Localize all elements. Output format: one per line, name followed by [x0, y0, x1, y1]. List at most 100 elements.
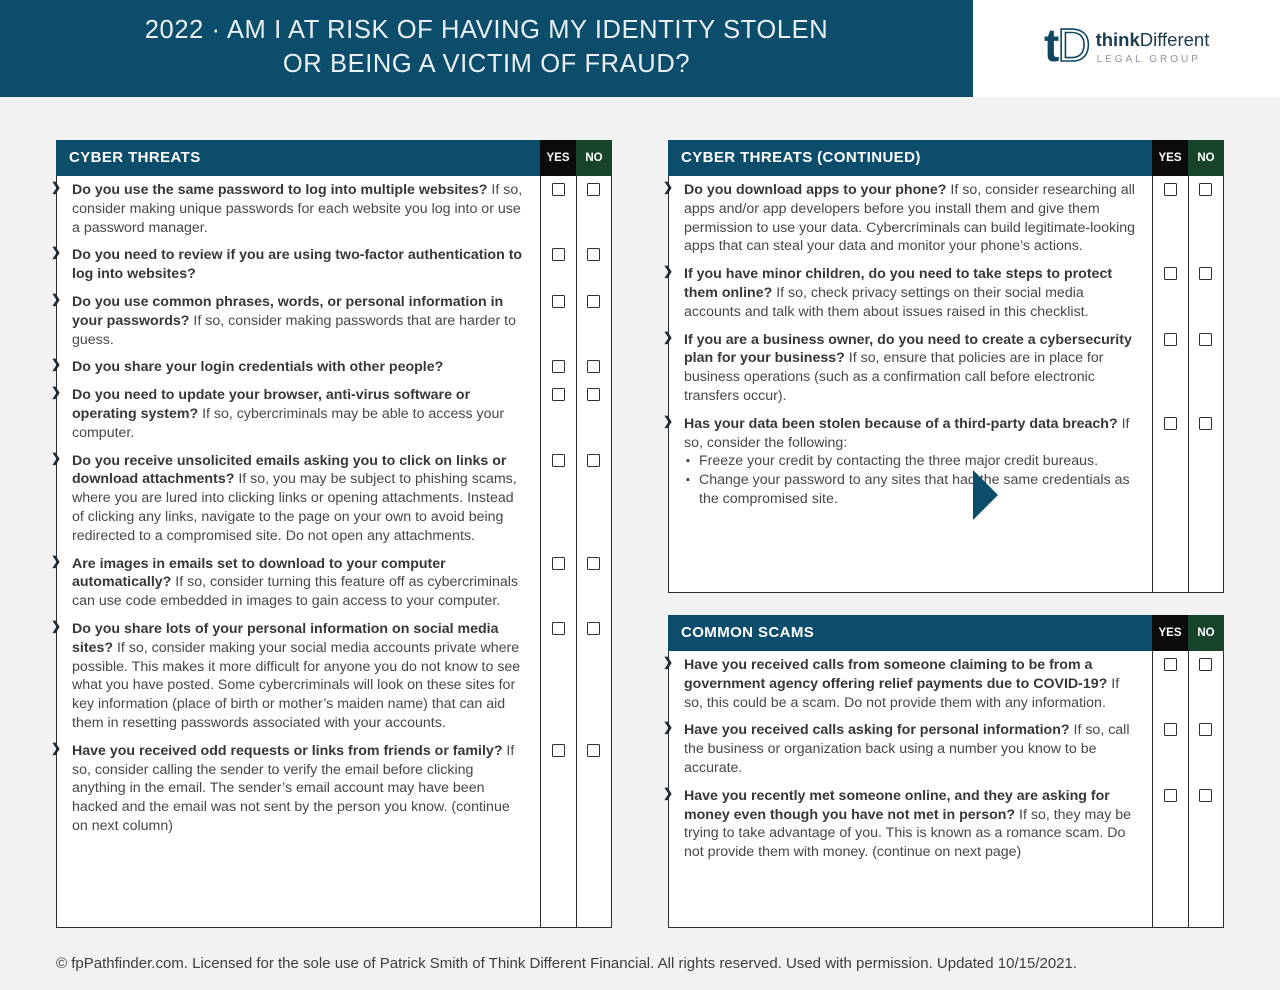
- item-answer: If so, this could be a scam. Do not prov…: [684, 675, 1120, 711]
- item-answer: If so, check privacy settings on their s…: [684, 284, 1089, 320]
- yes-column-header: YES: [540, 140, 576, 176]
- no-cell: [1187, 651, 1224, 717]
- no-column-header: NO: [1188, 140, 1224, 176]
- no-checkbox[interactable]: [587, 248, 601, 262]
- no-checkbox[interactable]: [587, 294, 601, 308]
- yes-cell: [540, 381, 576, 447]
- yes-cell: [1152, 176, 1188, 261]
- common-scams-table: COMMON SCAMS YES NO ❯ Have you received …: [663, 615, 1224, 928]
- checklist-item-text: ❯ Has your data been stolen because of a…: [663, 410, 1152, 592]
- yes-checkbox[interactable]: [551, 248, 565, 262]
- yes-cell: [540, 549, 576, 615]
- section-title: COMMON SCAMS: [681, 624, 815, 641]
- chevron-bullet-icon: ❯: [51, 385, 62, 400]
- checklist-item: ❯ Do you share lots of your personal inf…: [51, 614, 611, 737]
- item-question: Has your data been stolen because of a t…: [684, 415, 1118, 432]
- license-footer: © fpPathfinder.com. Licensed for the sol…: [56, 955, 1078, 972]
- checklist-item: ❯ Do you use common phrases, words, or p…: [51, 287, 611, 354]
- item-bullets: Freeze your credit by contacting the thr…: [684, 452, 1140, 508]
- logo-brand-regular: Different: [1139, 29, 1210, 50]
- yes-column-header: YES: [1152, 140, 1188, 176]
- no-checkbox[interactable]: [587, 453, 601, 467]
- chevron-bullet-icon: ❯: [663, 264, 674, 279]
- checklist-item-text: ❯ If you are a business owner, do you ne…: [663, 326, 1152, 410]
- no-checkbox[interactable]: [587, 621, 601, 635]
- item-question: Do you share your login credentials with…: [72, 359, 444, 376]
- no-checkbox[interactable]: [1199, 723, 1213, 737]
- item-question: Do you use the same password to log into…: [72, 182, 488, 198]
- logo-monogram-d: D: [1057, 19, 1092, 71]
- yes-cell: [1152, 325, 1188, 410]
- no-checkbox[interactable]: [1199, 332, 1213, 346]
- chevron-bullet-icon: ❯: [51, 180, 62, 194]
- checklist-item-text: ❯ Do you need to review if you are using…: [51, 241, 540, 288]
- section-body: ❯ Do you use the same password to log in…: [51, 176, 612, 928]
- yes-checkbox[interactable]: [1163, 267, 1177, 281]
- logo-monogram: tD: [1044, 19, 1092, 71]
- item-answer: If so, consider making passwords that ar…: [72, 312, 516, 348]
- header-banner: 2022 · AM I AT RISK OF HAVING MY IDENTIT…: [0, 0, 973, 97]
- bullet-point: Freeze your credit by contacting the thr…: [686, 452, 1140, 471]
- no-checkbox[interactable]: [587, 388, 601, 402]
- checklist-item-text: ❯ If you have minor children, do you nee…: [663, 260, 1152, 325]
- no-cell: [1187, 176, 1224, 261]
- yes-checkbox[interactable]: [551, 743, 565, 757]
- item-question: Are images in emails set to download to …: [72, 555, 446, 591]
- no-checkbox[interactable]: [1199, 788, 1213, 802]
- no-checkbox[interactable]: [587, 183, 601, 196]
- yes-checkbox[interactable]: [1163, 788, 1177, 802]
- yes-checkbox[interactable]: [551, 183, 565, 196]
- chevron-bullet-icon: ❯: [663, 720, 674, 735]
- checklist-item-text: ❯ Do you use common phrases, words, or p…: [51, 288, 540, 353]
- yes-checkbox[interactable]: [1163, 183, 1177, 196]
- yes-checkbox[interactable]: [1163, 658, 1177, 671]
- yes-cell: [540, 353, 576, 382]
- section-body: ❯ Do you download apps to your phone? If…: [663, 176, 1224, 593]
- no-cell: [1187, 781, 1224, 927]
- yes-checkbox[interactable]: [551, 360, 565, 374]
- company-logo: tD thinkDifferent LEGAL GROUP: [1044, 19, 1210, 71]
- yes-checkbox[interactable]: [1163, 332, 1177, 346]
- item-question: Do you receive unsolicited emails asking…: [72, 452, 507, 488]
- no-checkbox[interactable]: [1199, 183, 1213, 196]
- yes-checkbox[interactable]: [1163, 723, 1177, 737]
- yes-cell: [1152, 781, 1188, 927]
- checklist-item: ❯ Have you recently met someone online, …: [663, 781, 1224, 927]
- yes-checkbox[interactable]: [551, 621, 565, 635]
- no-cell: [575, 736, 612, 927]
- yes-checkbox[interactable]: [551, 294, 565, 308]
- logo-brand-name: thinkDifferent: [1096, 29, 1210, 50]
- chevron-bullet-icon: ❯: [51, 740, 62, 755]
- section-header: COMMON SCAMS YES NO: [668, 615, 1224, 651]
- yes-checkbox[interactable]: [551, 388, 565, 402]
- no-cell: [1187, 260, 1224, 326]
- checklist-item: ❯ If you have minor children, do you nee…: [663, 260, 1224, 326]
- checklist-item-text: ❯ Do you need to update your browser, an…: [51, 381, 540, 446]
- checklist-item-text: ❯ Do you use the same password to log in…: [51, 176, 540, 241]
- no-checkbox[interactable]: [587, 360, 601, 374]
- section-title: CYBER THREATS (CONTINUED): [681, 149, 921, 166]
- no-checkbox[interactable]: [587, 556, 601, 570]
- yes-checkbox[interactable]: [551, 556, 565, 570]
- no-checkbox[interactable]: [587, 743, 601, 757]
- no-checkbox[interactable]: [1199, 416, 1213, 430]
- logo-brand: thinkDifferent LEGAL GROUP: [1096, 22, 1210, 66]
- item-question: If you are a business owner, do you need…: [684, 331, 1132, 367]
- item-answer: If so, they may be trying to take advant…: [684, 806, 1132, 861]
- checklist-item-text: ❯ Do you download apps to your phone? If…: [663, 176, 1152, 260]
- yes-cell: [540, 446, 576, 550]
- yes-checkbox[interactable]: [1163, 416, 1177, 430]
- item-answer: If so, consider researching all apps and…: [684, 182, 1136, 255]
- yes-checkbox[interactable]: [551, 453, 565, 467]
- item-answer: If so, consider turning this feature off…: [72, 574, 519, 610]
- item-answer: If so, consider calling the sender to ve…: [72, 742, 515, 834]
- item-question: Do you share lots of your personal infor…: [72, 620, 499, 656]
- item-question: Do you use common phrases, words, or per…: [72, 293, 504, 329]
- chevron-bullet-icon: ❯: [51, 357, 62, 372]
- no-checkbox[interactable]: [1199, 267, 1213, 281]
- checklist-item: ❯ Do you download apps to your phone? If…: [663, 176, 1224, 261]
- item-answer: If so, cybercriminals may be able to acc…: [72, 405, 505, 441]
- logo-tagline: LEGAL GROUP: [1096, 54, 1201, 65]
- page-title-line1: 2022 · AM I AT RISK OF HAVING MY IDENTIT…: [144, 16, 829, 44]
- no-checkbox[interactable]: [1199, 658, 1213, 671]
